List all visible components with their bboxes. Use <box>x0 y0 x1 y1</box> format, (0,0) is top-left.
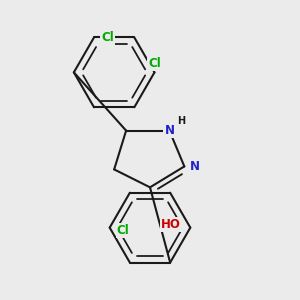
Text: Cl: Cl <box>117 224 130 237</box>
Text: HO: HO <box>161 218 181 231</box>
Text: H: H <box>177 116 185 126</box>
Text: Cl: Cl <box>148 57 161 70</box>
Text: N: N <box>190 160 200 173</box>
Text: N: N <box>164 124 174 137</box>
Text: Cl: Cl <box>101 31 114 44</box>
